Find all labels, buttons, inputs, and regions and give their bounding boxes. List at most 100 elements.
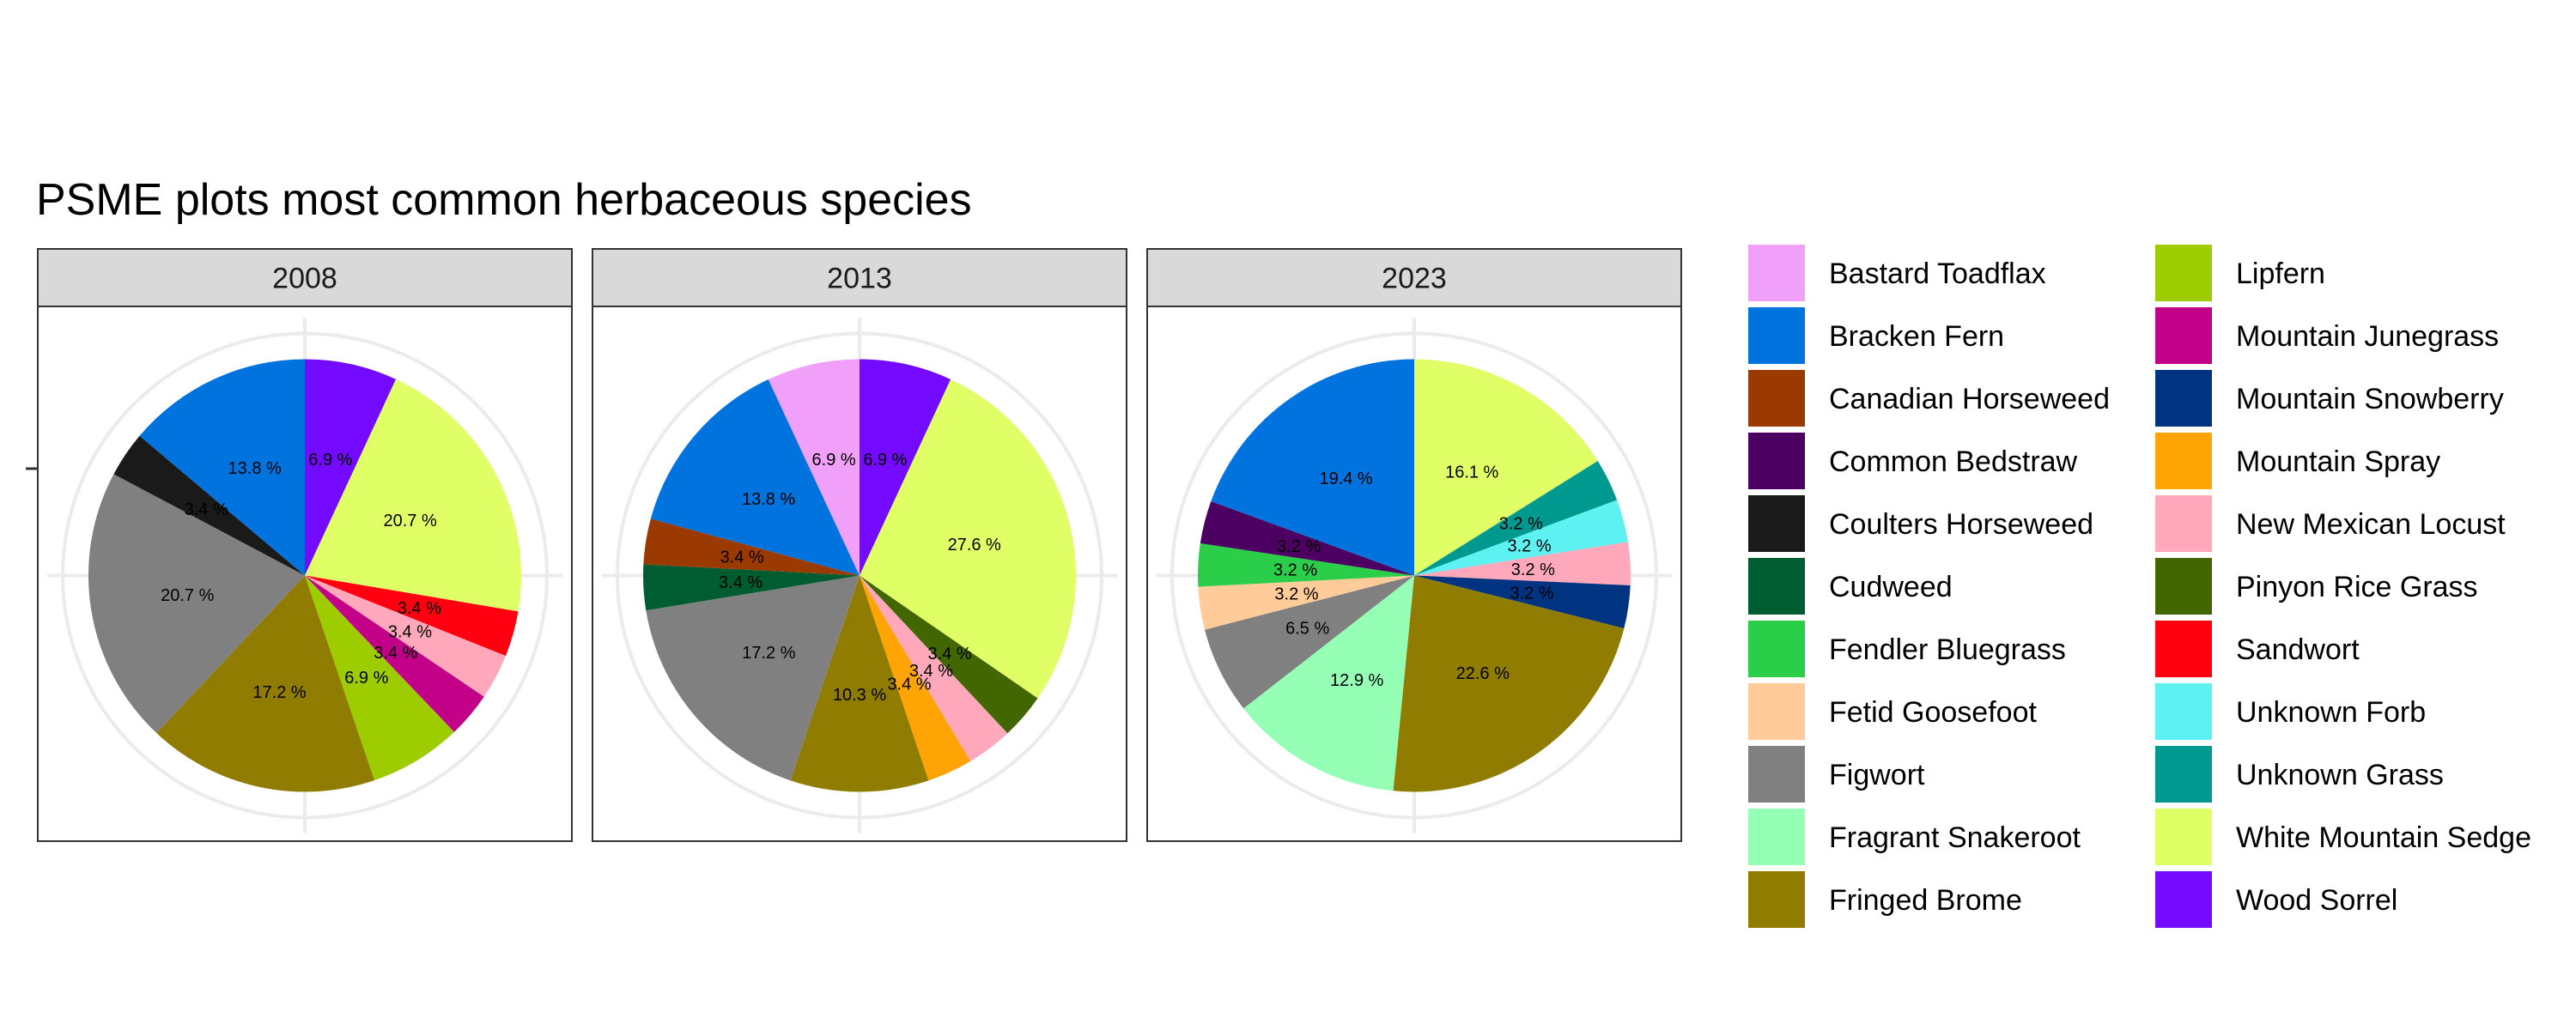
legend-item-pinyon-rice-grass: Pinyon Rice Grass	[2155, 558, 2478, 615]
legend-key	[1748, 307, 1805, 364]
pie-slice-fragrant-snakeroot	[1243, 575, 1414, 791]
slice-label-unknown-forb: 3.2 %	[1507, 536, 1551, 555]
legend-item-mountain-snowberry: Mountain Snowberry	[2155, 370, 2504, 427]
slice-label-new-mexican-locust: 3.2 %	[1511, 560, 1555, 579]
slice-label-new-mexican-locust: 3.4 %	[909, 662, 953, 681]
legend-label: Pinyon Rice Grass	[2236, 571, 2478, 603]
legend-key	[2155, 558, 2212, 615]
pie-slice-new-mexican-locust	[1414, 542, 1631, 585]
legend-item-white-mountain-sedge: White Mountain Sedge	[2155, 809, 2531, 865]
pie-slice-mountain-spray	[860, 575, 971, 781]
slice-label-white-mountain-sedge: 27.6 %	[948, 536, 1001, 554]
pie-slice-fringed-brome	[156, 575, 375, 792]
legend-key	[2155, 433, 2212, 489]
pie-slice-white-mountain-sedge	[1414, 359, 1598, 576]
facet-strip	[592, 248, 1127, 307]
pie-slice-fringed-brome	[1393, 575, 1625, 792]
slice-label-sandwort: 3.4 %	[398, 599, 441, 618]
slice-label-bastard-toadflax: 6.9 %	[812, 451, 856, 470]
slice-label-white-mountain-sedge: 16.1 %	[1445, 463, 1498, 482]
slice-label-cudweed: 3.4 %	[719, 573, 762, 592]
slice-label-bracken-fern: 13.8 %	[742, 490, 795, 509]
pie-slice-pinyon-rice-grass	[860, 575, 1038, 734]
slice-label-fendler-bluegrass: 3.2 %	[1273, 561, 1317, 580]
slice-labels: 6.9 %27.6 %3.4 %3.4 %3.4 %10.3 %17.2 %3.…	[719, 451, 1001, 705]
legend-key	[2155, 621, 2212, 677]
legend-item-new-mexican-locust: New Mexican Locust	[2155, 495, 2506, 552]
slice-labels: 6.9 % 20.7 % 3.4 % 3.4 % 3.4 % 6.9 % 17.2 % 20.…	[161, 451, 441, 702]
pie-slice-common-bedstraw	[1200, 500, 1414, 576]
pie-slice-new-mexican-locust	[860, 575, 1008, 761]
slice-label-fragrant-snakeroot: 12.9 %	[1330, 671, 1383, 690]
pie-slice-fetid-goosefoot	[1198, 575, 1414, 630]
slice-label-fringed-brome: 22.6 %	[1456, 664, 1510, 683]
legend-key	[2155, 746, 2212, 803]
legend-label: Mountain Spray	[2236, 445, 2440, 478]
legend-key	[2155, 809, 2212, 865]
chart-title: PSME plots most common herbaceous specie…	[36, 175, 972, 225]
legend-label: Canadian Horseweed	[1829, 383, 2110, 415]
legend-item-bracken-fern: Bracken Fern	[1748, 307, 2004, 364]
legend-item-cudweed: Cudweed	[1748, 558, 1953, 615]
pie-slice-fendler-bluegrass	[1198, 542, 1414, 587]
legend-key	[1748, 433, 1805, 489]
pie-slice-bastard-toadflax	[768, 359, 860, 576]
pie-slice-figwort	[646, 575, 860, 781]
legend-label: Fringed Brome	[1829, 884, 2022, 917]
slice-label-white-mountain-sedge: 20.7 %	[383, 512, 436, 530]
legend-key	[1748, 495, 1805, 552]
pie-slice-wood-sorrel	[860, 359, 951, 576]
slice-label-lipfern: 6.9 %	[344, 669, 388, 688]
legend-label: White Mountain Sedge	[2236, 821, 2531, 854]
legend-label: New Mexican Locust	[2236, 508, 2506, 541]
pie-slice-white-mountain-sedge	[860, 379, 1076, 699]
legend-item-bastard-toadflax: Bastard Toadflax	[1748, 245, 2046, 301]
legend-key	[1748, 370, 1805, 427]
pie-slice-bracken-fern	[650, 379, 860, 576]
legend-item-fringed-brome: Fringed Brome	[1748, 871, 2022, 928]
legend-label: Fendler Bluegrass	[1829, 633, 2066, 666]
slice-label-mountain-snowberry: 3.2 %	[1510, 585, 1554, 603]
facet-strip-label: 2023	[1382, 263, 1447, 295]
legend-label: Lipfern	[2236, 258, 2325, 290]
pie-slice-unknown-grass	[1414, 461, 1618, 576]
legend-label: Mountain Snowberry	[2236, 383, 2504, 415]
legend-label: Bastard Toadflax	[1829, 258, 2046, 290]
facet-panel-2023: 2023 16.1 % 3.2 % 3.2 % 3.2 % 3.2 % 22.6 % 12.9…	[1146, 248, 1682, 842]
legend-label: Sandwort	[2236, 633, 2360, 666]
facet-strip-label: 2013	[827, 263, 892, 295]
legend-label: Bracken Fern	[1829, 320, 2004, 353]
legend-item-lipfern: Lipfern	[2155, 245, 2325, 301]
pie-slice-figwort	[88, 474, 305, 733]
legend-key	[1748, 871, 1805, 928]
legend-key	[2155, 245, 2212, 301]
legend-label: Fragrant Snakeroot	[1829, 821, 2081, 854]
legend-item-fragrant-snakeroot: Fragrant Snakeroot	[1748, 809, 2081, 865]
legend-label: Wood Sorrel	[2236, 884, 2397, 917]
pie-slice-sandwort	[305, 575, 519, 657]
facet-strip	[1146, 248, 1682, 307]
legend-label: Mountain Junegrass	[2236, 320, 2499, 353]
legend-key	[1748, 683, 1805, 740]
facet-panel-2008: 2008 6.9 % 20.7 % 3.4 % 3.4 % 3.4 % 6.9 % 17.2 …	[37, 248, 573, 842]
pie-slice-canadian-horseweed	[643, 518, 860, 576]
slice-label-fringed-brome: 10.3 %	[833, 686, 886, 705]
legend-item-canadian-horseweed: Canadian Horseweed	[1748, 370, 2110, 427]
legend-item-figwort: Figwort	[1748, 746, 1925, 803]
slice-label-new-mexican-locust: 3.4 %	[388, 622, 432, 641]
legend-item-sandwort: Sandwort	[2155, 621, 2360, 677]
pie-slice-bracken-fern	[139, 359, 305, 576]
slice-label-pinyon-rice-grass: 3.4 %	[927, 645, 971, 663]
facet-strip-label: 2008	[272, 263, 337, 295]
legend-label: Unknown Grass	[2236, 759, 2444, 791]
legend-key	[2155, 683, 2212, 740]
slice-label-mountain-junegrass: 3.4 %	[374, 644, 417, 663]
pie-slice-unknown-forb	[1414, 500, 1628, 576]
legend-item-wood-sorrel: Wood Sorrel	[2155, 871, 2397, 928]
legend-label: Common Bedstraw	[1829, 445, 2078, 478]
slice-label-figwort: 17.2 %	[742, 644, 795, 663]
pie-slice-coulters-horseweed	[113, 435, 305, 576]
legend-key	[2155, 871, 2212, 928]
